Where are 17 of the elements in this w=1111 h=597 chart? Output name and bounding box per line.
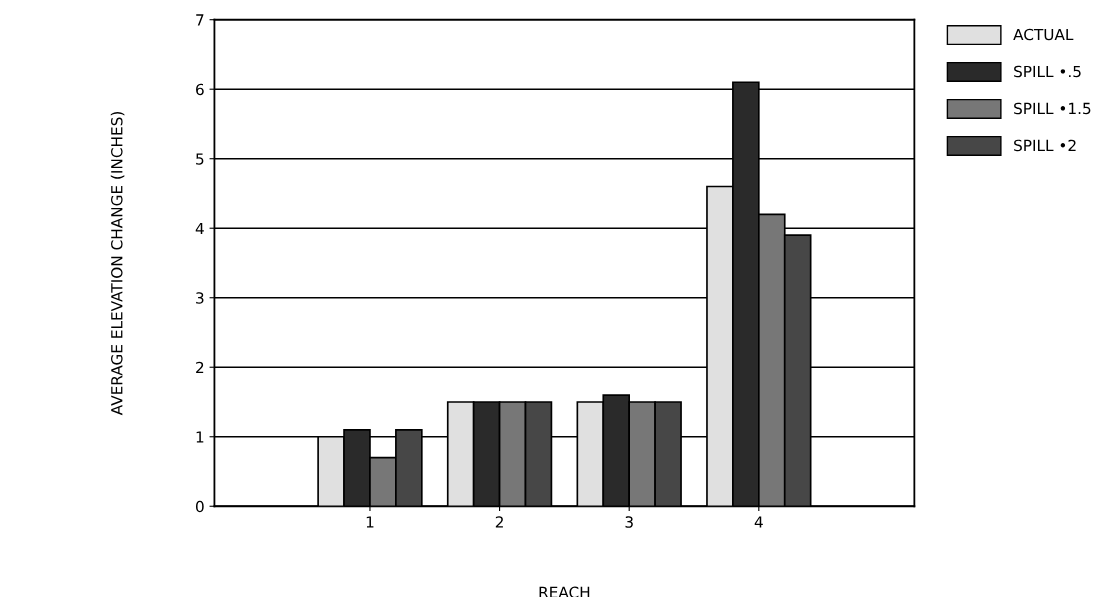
x-tick-label: 4 bbox=[754, 516, 763, 528]
y-tick-label: 5 bbox=[196, 153, 204, 165]
y-tick-label: 2 bbox=[196, 361, 204, 374]
y-tick-label: 0 bbox=[195, 500, 204, 513]
y-tick-label: 6 bbox=[196, 83, 204, 96]
y-tick-label: 7 bbox=[196, 14, 204, 26]
x-tick-label: 3 bbox=[625, 516, 633, 528]
y-axis-title: AVERAGE ELEVATION CHANGE (INCHES) bbox=[110, 112, 125, 416]
legend-label: ACTUAL bbox=[1013, 28, 1074, 41]
y-tick-label: 1 bbox=[196, 431, 204, 443]
x-tick-label: 1 bbox=[366, 516, 374, 528]
legend-label: SPILL •1.5 bbox=[1014, 102, 1091, 115]
y-tick-label: 3 bbox=[196, 292, 204, 304]
legend-label: SPILL •.5 bbox=[1014, 65, 1081, 78]
y-tick-label: 4 bbox=[195, 222, 204, 235]
legend-label: SPILL •2 bbox=[1014, 139, 1076, 152]
x-tick-label: 2 bbox=[495, 516, 503, 528]
